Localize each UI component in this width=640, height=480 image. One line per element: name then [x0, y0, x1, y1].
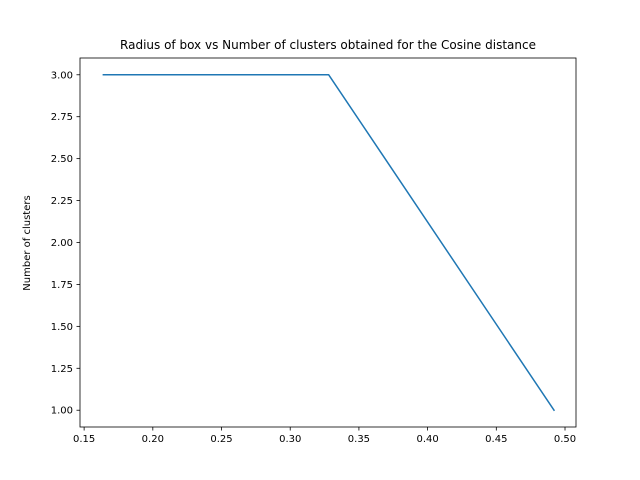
chart-title: Radius of box vs Number of clusters obta…	[120, 38, 536, 52]
y-tick-label: 3.00	[51, 70, 73, 81]
x-tick-label: 0.20	[142, 434, 164, 445]
x-tick-label: 0.25	[210, 434, 232, 445]
x-tick-label: 0.50	[554, 434, 576, 445]
x-tick-label: 0.35	[348, 434, 370, 445]
x-tick-label: 0.15	[73, 434, 95, 445]
y-tick-label: 2.75	[51, 112, 73, 123]
y-tick-label: 1.00	[51, 406, 73, 417]
x-tick-label: 0.45	[485, 434, 507, 445]
y-tick-label: 2.25	[51, 196, 73, 207]
x-tick-label: 0.30	[279, 434, 301, 445]
y-tick-label: 1.50	[51, 322, 73, 333]
x-tick-label: 0.40	[416, 434, 438, 445]
y-tick-label: 1.25	[51, 364, 73, 375]
y-tick-label: 2.00	[51, 238, 73, 249]
y-axis-label: Number of clusters	[22, 195, 33, 290]
axes-frame	[79, 57, 577, 428]
y-tick-label: 2.50	[51, 154, 73, 165]
plot-area: 0.15 0.20 0.25 0.30 0.35 0.40 0.45 0.50 1.00 1.25…	[51, 57, 577, 445]
y-tick-label: 1.75	[51, 280, 73, 291]
series-line-0	[102, 74, 556, 412]
